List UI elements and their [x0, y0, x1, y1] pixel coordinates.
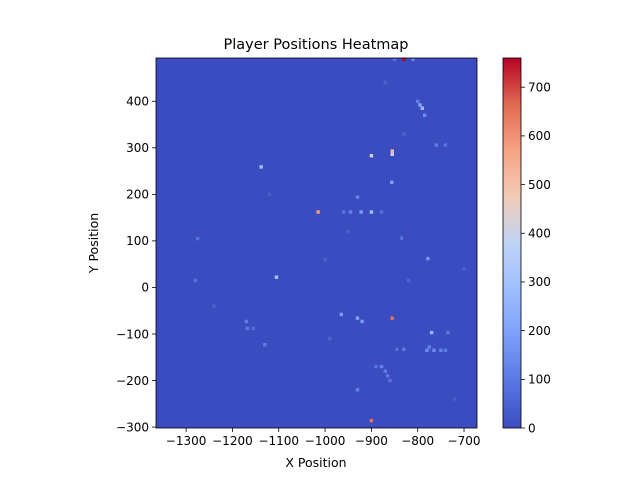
plot-area [155, 57, 478, 429]
colorbar-tick-label: 400 [528, 227, 551, 241]
heatmap-cell [402, 132, 406, 136]
colorbar-tick-label: 100 [528, 373, 551, 387]
x-tick-label: −1300 [166, 434, 207, 448]
heatmap-cell [385, 374, 390, 378]
y-tick-label: 100 [126, 234, 149, 248]
heatmap-cell [251, 326, 255, 331]
heatmap-cell [245, 326, 249, 331]
colorbar-tick-label: 600 [528, 129, 551, 143]
heatmap-cell [390, 149, 394, 153]
heatmap-cell [195, 236, 200, 241]
x-axis-label: X Position [285, 455, 346, 470]
heatmap-cell [359, 210, 363, 214]
colorbar-tick-label: 500 [528, 178, 551, 192]
heatmap-cell [422, 113, 427, 117]
heatmap-cell [328, 336, 332, 341]
heatmap-cell [399, 236, 404, 240]
heatmap-cell [420, 106, 425, 110]
heatmap-cell [267, 192, 272, 197]
heatmap-cell [426, 256, 430, 261]
y-tick-label: −100 [116, 327, 149, 341]
heatmap-cell [462, 267, 466, 271]
heatmap-cell [439, 348, 443, 352]
y-tick-label: 400 [126, 95, 149, 109]
heatmap-cell [274, 275, 279, 279]
heatmap-cell [348, 210, 353, 214]
colorbar-tick-label: 0 [528, 421, 536, 435]
heatmap-cell [263, 342, 267, 347]
heatmap-cell [427, 345, 431, 349]
y-tick-label: 300 [126, 141, 149, 155]
colorbar-tick-label: 300 [528, 275, 551, 289]
colorbar-gradient [502, 57, 522, 429]
heatmap-cell [402, 57, 406, 62]
heatmap-cell [379, 364, 384, 369]
heatmap-cell [383, 369, 387, 373]
heatmap-cell [369, 210, 374, 214]
heatmap-cell [395, 347, 399, 352]
y-axis-label: Y Position [86, 213, 101, 274]
heatmap-cell [346, 229, 350, 234]
x-tick-label: −1000 [305, 434, 346, 448]
x-axis: −1300 −1200 −1100 −1000 −900 −800 −700 [166, 428, 481, 448]
heatmap-cell [443, 143, 448, 147]
colorbar-tick-label: 200 [528, 324, 551, 338]
heatmap-cell [402, 347, 406, 352]
y-tick-label: −300 [116, 420, 149, 434]
y-tick-label: 0 [141, 281, 149, 295]
heatmap-cell [369, 418, 374, 423]
heatmap-cell [418, 103, 422, 107]
heatmap-cell [379, 210, 384, 214]
heatmap-cell [323, 257, 327, 262]
heatmap-cell [390, 180, 394, 184]
heatmap-cell [453, 397, 457, 401]
heatmap-cell [355, 388, 360, 392]
heatmap-cell [390, 316, 394, 320]
heatmap-cell [390, 152, 394, 157]
heatmap-cell [374, 364, 378, 369]
heatmap-cell [369, 154, 374, 158]
heatmap-cell [341, 210, 346, 214]
x-tick-label: −700 [448, 434, 481, 448]
x-tick-label: −1200 [212, 434, 253, 448]
heatmap-cell [416, 99, 420, 103]
heatmap-cell [429, 330, 434, 335]
chart-title: Player Positions Heatmap [224, 37, 409, 53]
heatmap-cell [411, 57, 415, 62]
heatmap-cell [212, 304, 216, 308]
y-axis: −300 −200 −100 0 100 200 300 400 [116, 95, 156, 434]
heatmap-cell [392, 57, 397, 62]
heatmap-cell [425, 348, 429, 352]
x-tick-label: −1100 [258, 434, 299, 448]
x-tick-label: −900 [355, 434, 388, 448]
y-tick-label: −200 [116, 374, 149, 388]
heatmap-cell [339, 312, 343, 317]
colorbar: 0 100 200 300 400 500 600 700 [502, 57, 551, 435]
x-tick-label: −800 [401, 434, 434, 448]
heatmap-cell [360, 319, 364, 324]
heatmap-cell [443, 348, 448, 352]
y-tick-label: 200 [126, 188, 149, 202]
heatmap-background [156, 58, 477, 428]
heatmap-cell [259, 165, 263, 169]
colorbar-tick-label: 700 [528, 81, 551, 95]
heatmap-cell [383, 80, 387, 85]
heatmap-cell [355, 316, 360, 320]
heatmap-cell [434, 143, 438, 147]
heatmap-cell [244, 319, 249, 324]
plot-frame [155, 57, 478, 429]
heatmap-cell [355, 195, 360, 199]
heatmap-cell [406, 278, 411, 283]
heatmap-cell [316, 210, 320, 214]
heatmap-cell [446, 330, 450, 335]
heatmap-cell [193, 278, 198, 283]
heatmap-cell [432, 348, 436, 352]
heatmap-cell [388, 378, 392, 383]
